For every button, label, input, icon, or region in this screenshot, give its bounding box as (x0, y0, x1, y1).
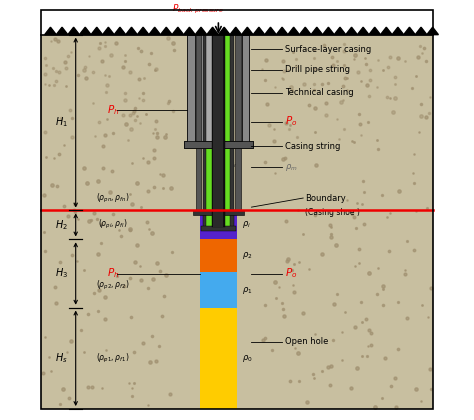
Text: $(\rho_{pn},\rho_{fn})$: $(\rho_{pn},\rho_{fn})$ (96, 192, 130, 205)
Polygon shape (172, 27, 183, 35)
Polygon shape (126, 27, 137, 35)
Text: $\rho_0$: $\rho_0$ (242, 353, 253, 364)
Text: $\rho_i$: $\rho_i$ (242, 219, 251, 231)
Text: $\rho_2$: $\rho_2$ (242, 250, 253, 261)
Text: $V_1$: $V_1$ (212, 284, 224, 296)
Bar (200, 239, 237, 273)
Text: Boundary: Boundary (305, 194, 346, 202)
Polygon shape (311, 27, 323, 35)
Polygon shape (161, 27, 172, 35)
Text: $\rho_1$: $\rho_1$ (242, 285, 252, 296)
Text: $P_o$: $P_o$ (284, 267, 297, 281)
Polygon shape (346, 27, 357, 35)
Polygon shape (68, 27, 80, 35)
Polygon shape (288, 27, 300, 35)
Bar (212, 35, 215, 227)
Polygon shape (392, 27, 404, 35)
Bar (200, 210, 237, 239)
Polygon shape (91, 27, 102, 35)
Text: Drill pipe string: Drill pipe string (284, 66, 349, 74)
Text: $P_o$: $P_o$ (284, 115, 297, 129)
Polygon shape (323, 27, 334, 35)
Polygon shape (415, 27, 427, 35)
Bar (203, 35, 206, 227)
Bar (242, 35, 249, 142)
Text: $(\rho_{p1},\rho_{f1})$: $(\rho_{p1},\rho_{f1})$ (96, 352, 130, 365)
Text: $P_{back\ pressure}$: $P_{back\ pressure}$ (172, 3, 224, 16)
Text: $P_h$: $P_h$ (107, 103, 119, 117)
Bar (236, 35, 241, 210)
Text: $V_0$: $V_0$ (212, 352, 225, 365)
Text: Technical casing: Technical casing (284, 88, 353, 97)
Text: $P_h$: $P_h$ (107, 267, 119, 281)
Bar (206, 35, 224, 227)
Polygon shape (149, 27, 161, 35)
Polygon shape (242, 27, 253, 35)
Bar (195, 35, 212, 142)
Bar (187, 35, 195, 142)
Bar (187, 35, 195, 142)
Polygon shape (276, 27, 288, 35)
Bar (200, 307, 237, 409)
Polygon shape (264, 27, 276, 35)
Polygon shape (427, 27, 438, 35)
Text: Surface-layer casing: Surface-layer casing (284, 45, 371, 54)
Text: Casing string: Casing string (284, 142, 340, 151)
Polygon shape (369, 27, 381, 35)
Text: $H_2$: $H_2$ (55, 218, 68, 232)
Polygon shape (334, 27, 346, 35)
Polygon shape (357, 27, 369, 35)
Polygon shape (102, 27, 114, 35)
Text: $\rho_m$: $\rho_m$ (284, 162, 297, 173)
Polygon shape (183, 27, 195, 35)
Bar (195, 35, 196, 142)
Text: $V_2$: $V_2$ (213, 249, 224, 262)
Text: Open hole: Open hole (284, 337, 328, 346)
Polygon shape (404, 27, 415, 35)
Text: $H_1$: $H_1$ (55, 116, 68, 129)
Polygon shape (219, 27, 230, 35)
Bar (212, 35, 225, 227)
Bar (242, 35, 249, 142)
Polygon shape (381, 27, 392, 35)
Bar (230, 35, 234, 227)
Polygon shape (80, 27, 91, 35)
Polygon shape (195, 27, 207, 35)
Text: $H_3$: $H_3$ (55, 267, 68, 281)
Polygon shape (230, 27, 242, 35)
Bar (206, 35, 230, 227)
Bar (184, 142, 253, 148)
Bar (241, 35, 242, 142)
Bar (200, 210, 237, 409)
Polygon shape (114, 27, 126, 35)
Polygon shape (300, 27, 311, 35)
Bar (184, 142, 253, 148)
Polygon shape (137, 27, 149, 35)
Text: $\rho_m$: $\rho_m$ (228, 160, 241, 171)
Text: $(\rho_{p2},\rho_{f2})$: $(\rho_{p2},\rho_{f2})$ (96, 279, 130, 292)
Polygon shape (207, 27, 219, 35)
Polygon shape (253, 27, 264, 35)
Bar (200, 273, 237, 307)
Text: $V_i$: $V_i$ (213, 219, 223, 231)
Polygon shape (56, 27, 68, 35)
Text: $H_s$: $H_s$ (55, 352, 68, 365)
Text: $V_m$: $V_m$ (211, 93, 226, 107)
Polygon shape (45, 27, 56, 35)
Text: $(\rho_{pi},\rho_{fi})$: $(\rho_{pi},\rho_{fi})$ (98, 218, 128, 231)
Bar (213, 35, 223, 227)
Bar (196, 35, 201, 210)
Bar (201, 226, 236, 231)
Bar (193, 210, 244, 215)
Text: (Casing shoe ): (Casing shoe ) (305, 208, 360, 217)
